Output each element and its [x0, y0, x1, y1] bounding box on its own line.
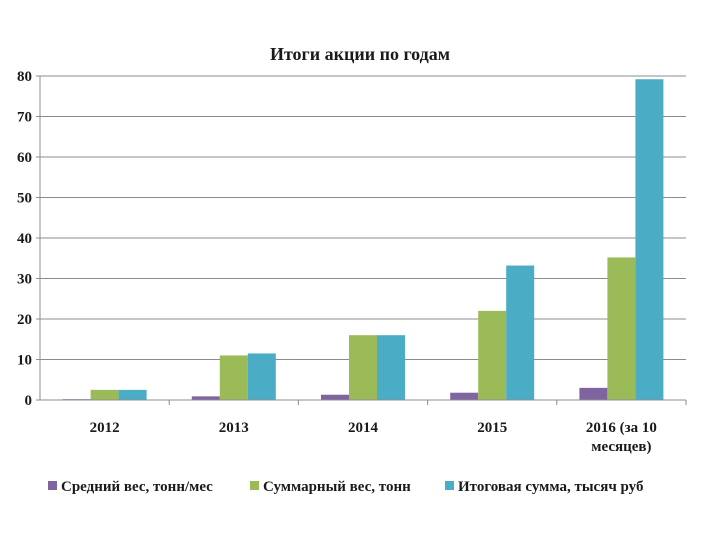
bar-2-3 [349, 335, 377, 400]
x-category-label: 2014 [348, 420, 379, 436]
legend-swatch [48, 481, 57, 490]
legend-swatch [250, 481, 259, 490]
bar-3-3 [377, 335, 405, 400]
y-tick-label: 0 [25, 393, 33, 409]
bar-3-4 [506, 265, 535, 400]
bar-2-5 [607, 257, 636, 400]
y-tick-label: 70 [17, 110, 32, 126]
gridlines [40, 75, 686, 360]
legend: Средний вес, тонн/мес Суммарный вес, тонн… [48, 479, 643, 495]
bar-3-2 [247, 353, 276, 400]
bars [62, 79, 664, 401]
x-category-label: 2013 [219, 420, 249, 436]
legend-label: Итоговая сумма, тысяч руб [458, 479, 643, 495]
bar-1-3 [321, 394, 349, 400]
x-axis-labels: 2012 2013 2014 2015 2016 (за 10 месяцев) [90, 400, 687, 455]
bar-3-5 [635, 79, 664, 401]
bar-1-4 [450, 392, 479, 400]
y-tick-label: 40 [17, 231, 32, 247]
y-tick-label: 50 [17, 191, 32, 207]
y-tick-label: 10 [17, 353, 32, 369]
x-category-label: 2012 [90, 420, 120, 436]
y-tick-label: 60 [17, 150, 32, 166]
legend-label: Средний вес, тонн/мес [61, 479, 213, 495]
y-tick-label: 80 [17, 69, 32, 85]
chart-title: Итоги акции по годам [270, 44, 450, 64]
x-category-label: месяцев) [591, 439, 651, 455]
bar-3-1 [118, 389, 147, 400]
legend-swatch [445, 481, 454, 490]
bar-1-2 [191, 396, 220, 400]
y-tick-label: 30 [17, 272, 32, 288]
bar-2-2 [219, 355, 248, 400]
x-category-label: 2015 [477, 420, 507, 436]
x-category-label: 2016 (за 10 [586, 420, 657, 436]
bar-1-5 [579, 387, 608, 400]
legend-label: Суммарный вес, тонн [263, 479, 411, 495]
y-axis-ticks: 0 10 20 30 40 50 60 70 80 [17, 69, 40, 409]
y-tick-label: 20 [17, 312, 32, 328]
bar-2-1 [90, 389, 119, 400]
bar-2-4 [478, 310, 507, 400]
